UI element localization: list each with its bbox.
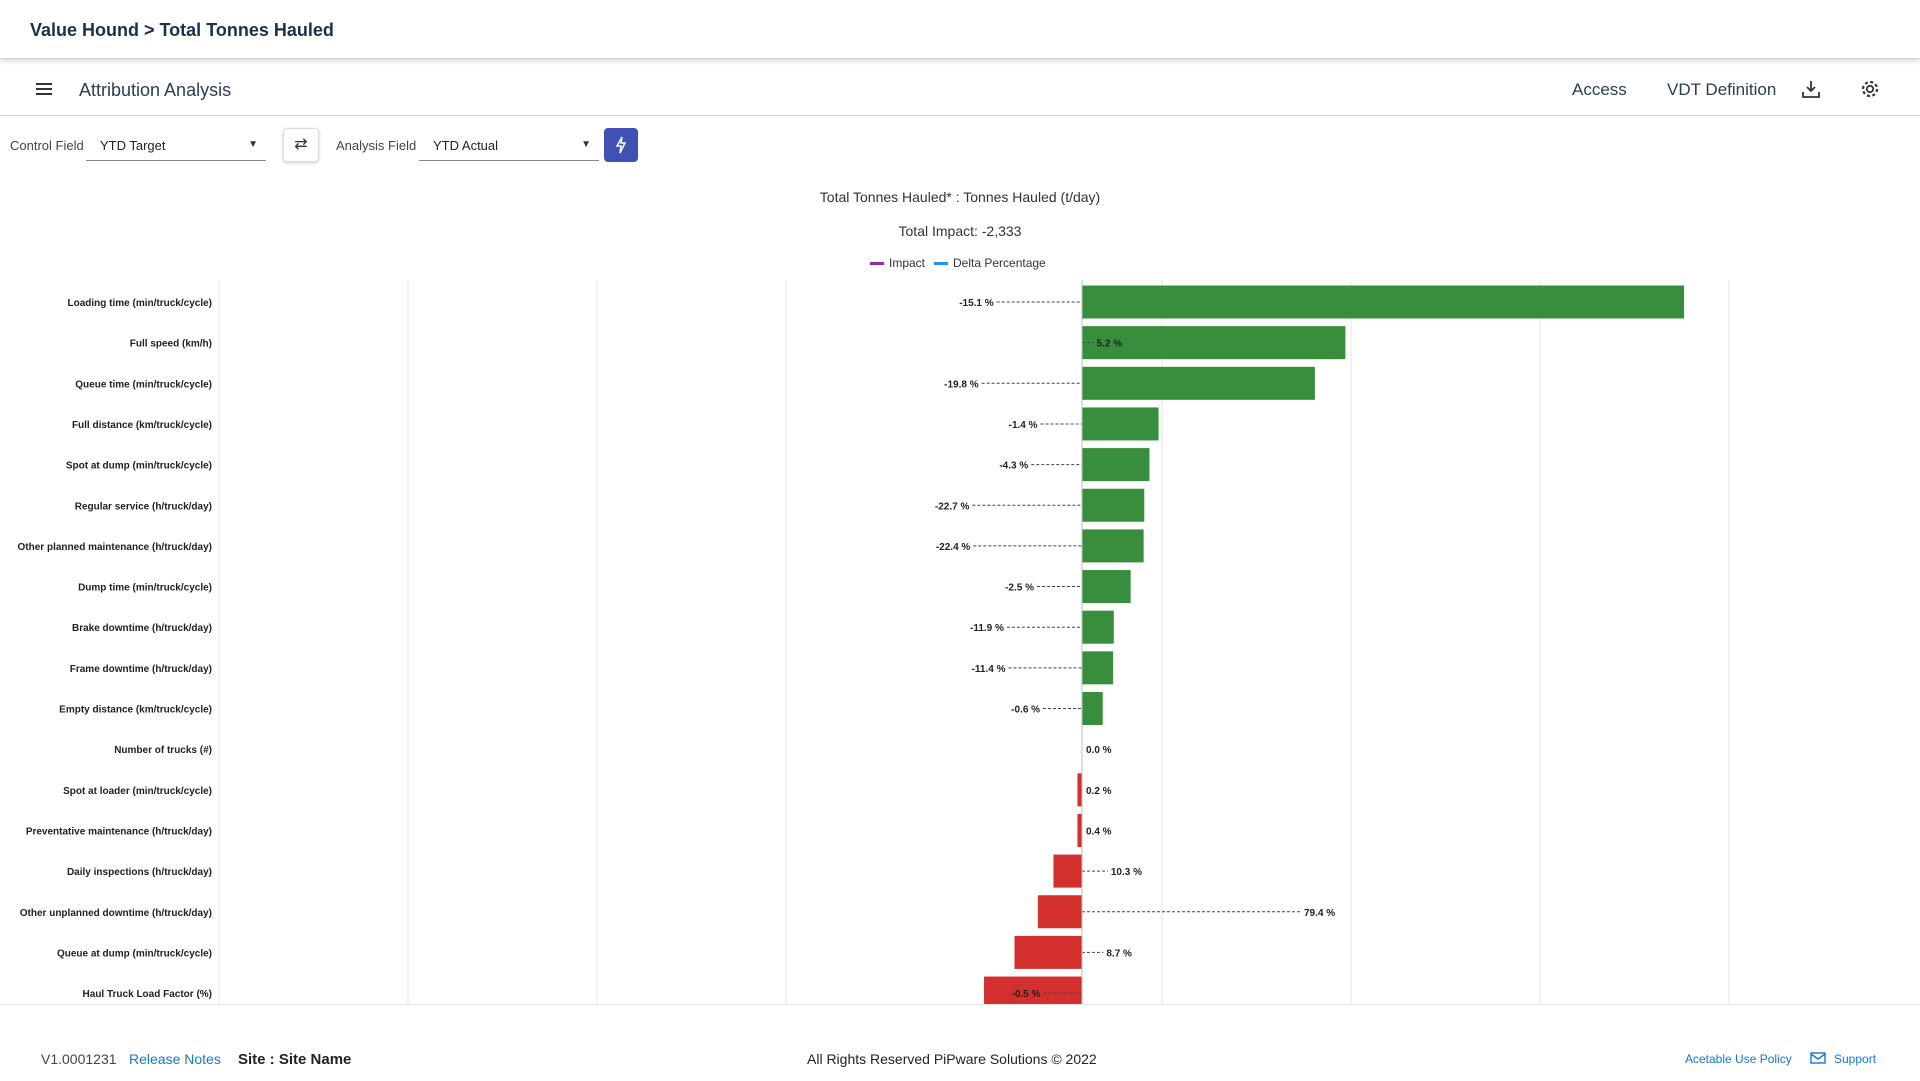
delta-label: 10.3 % xyxy=(1111,867,1142,878)
analysis-field-value: YTD Actual xyxy=(433,138,499,153)
impact-bar[interactable] xyxy=(1082,366,1315,400)
impact-bar[interactable] xyxy=(1082,692,1103,725)
category-label: Other planned maintenance (h/truck/day) xyxy=(18,542,212,553)
chevron-down-icon: ▼ xyxy=(581,139,591,150)
category-label: Preventative maintenance (h/truck/day) xyxy=(26,826,212,837)
impact-bar[interactable] xyxy=(1082,285,1685,319)
app-header: Value Hound > Total Tonnes Hauled xyxy=(0,0,1920,59)
legend-impact[interactable]: Impact xyxy=(870,256,925,270)
delta-label: 0.4 % xyxy=(1086,826,1112,837)
category-label: Spot at loader (min/truck/cycle) xyxy=(63,786,212,797)
impact-bar[interactable] xyxy=(1082,610,1114,644)
delta-label: -11.9 % xyxy=(970,623,1004,634)
swap-icon: ⇄ xyxy=(294,136,308,153)
impact-bar[interactable] xyxy=(984,976,1082,1004)
analysis-field-select[interactable]: YTD Actual ▼ xyxy=(419,130,599,161)
impact-bar[interactable] xyxy=(1082,326,1346,360)
impact-bar[interactable] xyxy=(1077,813,1082,847)
delta-label: 5.2 % xyxy=(1097,339,1123,350)
footer: V1.0001231 Release Notes Site : Site Nam… xyxy=(0,1004,1920,1081)
attribution-chart: Loading time (min/truck/cycle) -15.1 % Ful… xyxy=(18,280,1730,1004)
chart-title: Total Tonnes Hauled* : Tonnes Hauled (t/… xyxy=(819,189,1101,205)
lightning-icon xyxy=(615,136,627,154)
category-label: Spot at dump (min/truck/cycle) xyxy=(66,461,212,472)
category-label: Regular service (h/truck/day) xyxy=(75,501,212,512)
acceptable-use-link[interactable]: Acetable Use Policy xyxy=(1685,1052,1792,1066)
legend-delta[interactable]: Delta Percentage xyxy=(934,256,1046,270)
category-label: Other unplanned downtime (h/truck/day) xyxy=(20,908,212,919)
category-label: Queue at dump (min/truck/cycle) xyxy=(57,948,212,959)
run-analysis-button[interactable] xyxy=(604,128,638,162)
impact-bar[interactable] xyxy=(1014,935,1082,969)
delta-label: 79.4 % xyxy=(1304,908,1335,919)
category-label: Empty distance (km/truck/cycle) xyxy=(59,705,212,716)
breadcrumb[interactable]: Value Hound > Total Tonnes Hauled xyxy=(30,20,334,40)
control-field-value: YTD Target xyxy=(100,138,166,153)
impact-bar[interactable] xyxy=(1082,529,1144,563)
download-icon[interactable] xyxy=(1800,78,1822,100)
version-text: V1.0001231 xyxy=(41,1051,117,1067)
section-toolbar: Attribution Analysis Access VDT Definiti… xyxy=(0,63,1920,116)
delta-label: -0.5 % xyxy=(1011,989,1040,1000)
category-label: Full speed (km/h) xyxy=(130,339,212,350)
page-title: Attribution Analysis xyxy=(79,80,232,100)
delta-label: -11.4 % xyxy=(972,664,1006,675)
legend-impact-label: Impact xyxy=(889,256,926,270)
vdt-definition-link[interactable]: VDT Definition xyxy=(1667,80,1777,99)
impact-bar[interactable] xyxy=(1082,651,1114,685)
site-name: Site : Site Name xyxy=(238,1051,352,1068)
impact-bar[interactable] xyxy=(1037,895,1082,929)
impact-bar[interactable] xyxy=(1082,407,1159,441)
category-label: Daily inspections (h/truck/day) xyxy=(67,867,212,878)
delta-label: -22.7 % xyxy=(935,501,970,512)
gear-icon[interactable] xyxy=(1859,78,1881,100)
delta-label: 8.7 % xyxy=(1106,948,1132,959)
category-label: Queue time (min/truck/cycle) xyxy=(75,379,212,390)
analysis-field-label: Analysis Field xyxy=(336,138,417,153)
menu-icon[interactable] xyxy=(36,83,52,95)
category-label: Number of trucks (#) xyxy=(114,745,212,756)
support-link[interactable]: Support xyxy=(1834,1052,1877,1066)
category-label: Full distance (km/truck/cycle) xyxy=(72,420,212,431)
chevron-down-icon: ▼ xyxy=(248,139,258,150)
control-field-select[interactable]: YTD Target ▼ xyxy=(86,130,266,161)
category-label: Dump time (min/truck/cycle) xyxy=(78,583,212,594)
legend-delta-label: Delta Percentage xyxy=(953,256,1046,270)
category-label: Loading time (min/truck/cycle) xyxy=(68,298,212,309)
impact-bar[interactable] xyxy=(1077,773,1082,807)
delta-label: -4.3 % xyxy=(999,461,1028,472)
copyright-text: All Rights Reserved PiPware Solutions © … xyxy=(807,1051,1097,1067)
field-controls: Control Field YTD Target ▼ ⇄ Analysis Fi… xyxy=(0,126,1920,166)
swap-fields-button[interactable]: ⇄ xyxy=(283,128,319,162)
category-label: Haul Truck Load Factor (%) xyxy=(83,989,212,1000)
delta-label: -19.8 % xyxy=(944,379,979,390)
delta-label: -2.5 % xyxy=(1005,583,1034,594)
delta-label: -15.1 % xyxy=(959,298,994,309)
impact-bar[interactable] xyxy=(1082,448,1150,482)
impact-bar[interactable] xyxy=(1082,488,1145,522)
access-link[interactable]: Access xyxy=(1572,80,1627,99)
delta-label: -22.4 % xyxy=(936,542,971,553)
delta-label: 0.2 % xyxy=(1086,786,1112,797)
delta-label: -1.4 % xyxy=(1009,420,1038,431)
category-label: Brake downtime (h/truck/day) xyxy=(72,623,212,634)
release-notes-link[interactable]: Release Notes xyxy=(129,1051,221,1067)
mail-icon[interactable] xyxy=(1810,1050,1826,1067)
delta-label: -0.6 % xyxy=(1011,705,1040,716)
category-label: Frame downtime (h/truck/day) xyxy=(70,664,212,675)
delta-label: 0.0 % xyxy=(1086,745,1112,756)
impact-bar[interactable] xyxy=(1053,854,1082,888)
control-field-label: Control Field xyxy=(10,138,84,153)
total-impact: Total Impact: -2,333 xyxy=(898,223,1022,239)
impact-bar[interactable] xyxy=(1082,570,1131,604)
